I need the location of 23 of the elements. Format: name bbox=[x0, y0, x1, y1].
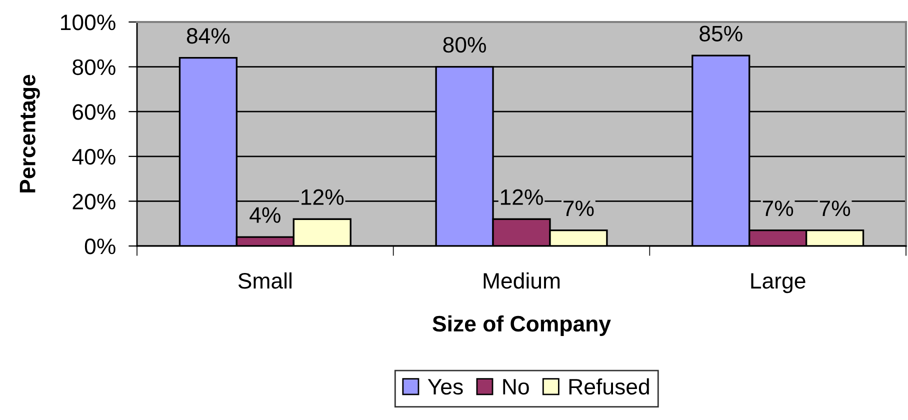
legend-label: Refused bbox=[569, 378, 649, 395]
data-label: 12% bbox=[500, 189, 543, 205]
data-label: 84% bbox=[186, 28, 230, 44]
data-label: 85% bbox=[700, 26, 742, 42]
x-tick-label: Large bbox=[751, 273, 806, 294]
y-tick-label: 40% bbox=[72, 148, 116, 165]
y-tick-label: 60% bbox=[72, 104, 116, 120]
data-label: 4% bbox=[250, 207, 280, 223]
x-tick-label: Medium bbox=[484, 272, 560, 289]
y-tick-label: 0% bbox=[84, 238, 116, 254]
x-axis-title: Size of Company bbox=[432, 315, 611, 336]
data-label: 7% bbox=[762, 200, 794, 216]
data-label: 12% bbox=[302, 189, 344, 205]
legend-label: No bbox=[503, 379, 529, 395]
y-tick-label: 20% bbox=[72, 194, 116, 210]
data-label: 80% bbox=[443, 36, 486, 53]
legend-label: Yes bbox=[428, 379, 463, 395]
y-axis-title: Percentage bbox=[20, 74, 40, 192]
x-tick-label: Small bbox=[238, 272, 292, 289]
y-tick-label: 100% bbox=[61, 14, 116, 30]
data-label: 7% bbox=[820, 200, 850, 216]
data-label: 7% bbox=[564, 200, 594, 216]
y-tick-label: 80% bbox=[72, 59, 116, 76]
